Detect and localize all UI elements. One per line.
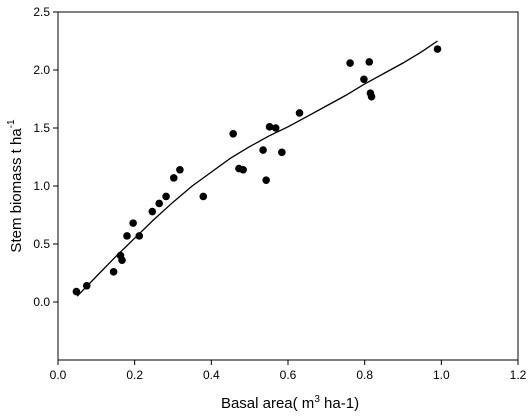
data-point [259, 146, 267, 154]
y-axis-ticks: 0.0 0.5 1.0 1.5 2.0 2.5 [33, 5, 58, 309]
data-point [129, 219, 137, 227]
data-point [295, 109, 304, 117]
plot-frame [57, 11, 519, 361]
data-point [109, 268, 118, 276]
data-point [346, 59, 354, 67]
x-tick-label: 1.0 [433, 368, 450, 382]
data-point [123, 232, 131, 240]
data-point [278, 148, 286, 157]
data-point [148, 207, 157, 216]
data-point [169, 174, 178, 182]
data-point [271, 124, 280, 132]
data-point [229, 130, 237, 138]
y-tick-label: 0.0 [33, 295, 50, 309]
data-point [162, 192, 170, 201]
x-axis-ticks: 0.0 0.2 0.4 0.6 0.8 1.0 1.2 [50, 360, 527, 382]
data-points [72, 45, 442, 296]
data-point [262, 176, 270, 184]
x-tick-label: 0.8 [356, 368, 373, 382]
y-tick-label: 1.5 [33, 121, 50, 135]
data-point [265, 123, 274, 131]
x-axis-title: Basal area( m3 ha-1) [221, 394, 359, 412]
data-point [72, 287, 81, 296]
data-point [365, 58, 374, 66]
data-point [367, 92, 376, 101]
data-point [155, 199, 163, 208]
fit-curve [76, 40, 438, 297]
data-point [176, 165, 184, 174]
x-tick-label: 0.0 [50, 368, 67, 382]
data-point [135, 232, 144, 240]
y-axis-title: Stem biomass t ha-1 [6, 119, 25, 253]
x-tick-label: 1.2 [510, 368, 527, 382]
y-tick-label: 1.0 [33, 179, 50, 193]
data-point [239, 165, 247, 174]
data-point [433, 45, 442, 53]
y-tick-label: 2.5 [33, 5, 50, 19]
data-point [82, 281, 91, 290]
x-tick-label: 0.2 [126, 368, 143, 382]
data-point [199, 192, 208, 201]
data-point [118, 256, 126, 265]
x-tick-label: 0.6 [280, 368, 297, 382]
x-tick-label: 0.4 [203, 368, 220, 382]
y-tick-label: 0.5 [33, 237, 50, 251]
y-tick-label: 2.0 [33, 63, 50, 77]
data-point [360, 75, 368, 84]
